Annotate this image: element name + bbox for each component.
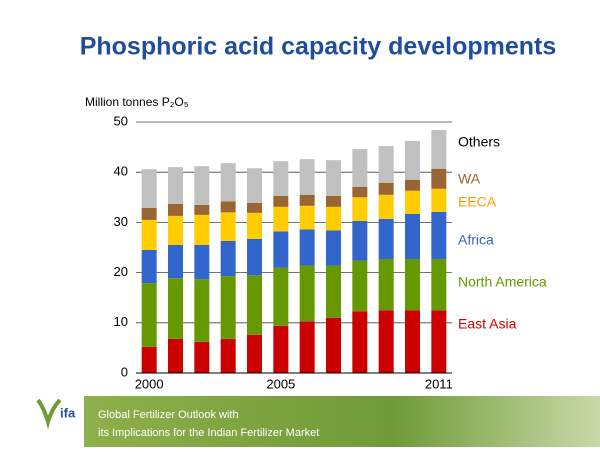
bar-segment [168,203,183,216]
bar-segment [273,161,289,196]
footer-banner [84,396,600,447]
bar-segment [431,168,447,189]
bar-segment [378,218,394,260]
bar-segment [247,334,262,373]
x-tick-label: 2000 [135,376,164,391]
bar-segment [405,259,420,311]
bar-segment [299,205,315,230]
legend-label: Others [458,134,500,150]
bar-segment [352,186,368,198]
bar-segment [273,195,289,207]
bar-segment [431,259,447,311]
footer-line: Global Fertilizer Outlook with [98,409,239,421]
bar-segment [378,146,394,183]
bar-segment [326,206,341,231]
bar-segment [299,321,315,373]
bar-segment [247,238,262,276]
y-tick-label: 30 [114,214,128,229]
logo-text: ifa [60,405,76,420]
bar-segment [431,310,447,373]
bar-segment [141,207,157,220]
bar-segment [405,213,420,260]
logo-mark [36,398,62,430]
bar-segment [431,130,447,169]
bar-segment [352,220,368,261]
bar-segment [299,265,315,322]
y-axis-label: Million tonnes P₂O₅ [85,95,189,109]
bar-segment [273,206,289,232]
bar-segment [220,201,236,213]
footer-line: its Implications for the Indian Fertiliz… [98,427,319,439]
bar-segment [352,311,368,373]
bar-segment [378,182,394,195]
bar-segment [352,149,368,187]
bar-segment [352,260,368,312]
bar-segment [405,310,420,373]
bar-segment [247,212,262,239]
bar-segment [141,219,157,251]
bar-segment [405,141,420,180]
bar-segment [378,194,394,219]
x-tick-label: 2011 [425,376,453,391]
bar-segment [273,267,289,326]
bar-segment [247,202,262,213]
y-tick-label: 0 [121,364,128,379]
bar-segment [194,204,210,215]
bar-segment [273,231,289,268]
bar-segment [194,244,210,280]
chart-title: Phosphoric acid capacity developments [80,33,557,61]
legend-label: WA [458,171,481,187]
bar-segment [194,279,210,342]
bar-segment [326,317,341,373]
bar-segment [378,310,394,373]
bar-segment [220,240,236,277]
y-tick-label: 10 [114,314,128,329]
bar-segment [378,259,394,311]
bar-segment [405,190,420,214]
bar-segment [247,168,262,203]
bar-segment [220,276,236,339]
bar-segment [247,275,262,335]
bar-segment [194,341,210,373]
bar-segment [431,188,447,212]
bar-segment [299,194,315,206]
bar-segment [352,197,368,221]
x-tick-label: 2005 [266,376,295,391]
bar-segment [168,244,183,279]
bar-segment [141,250,157,284]
bar-segment [168,278,183,339]
bar-segment [405,179,420,191]
bar-segment [168,167,183,204]
bar-segment [299,159,315,195]
bar-segment [273,325,289,373]
bar-segment [220,163,236,202]
bar-segment [220,338,236,373]
bar-segment [168,338,183,373]
legend-label: Africa [458,232,494,248]
bar-segment [141,169,157,208]
y-tick-label: 20 [114,264,128,279]
bar-segment [141,346,157,373]
y-tick-label: 50 [114,113,128,128]
bar-segment [194,166,210,205]
bar-segment [326,195,341,207]
bar-segment [194,214,210,245]
bar-segment [220,212,236,241]
bar-segment [168,215,183,245]
legend-label: North America [458,274,547,290]
bar-segment [299,229,315,266]
y-tick-label: 40 [114,164,128,179]
legend-label: EECA [458,194,497,210]
bar-segment [141,283,157,347]
bar-segment [326,160,341,196]
bar-segment [431,211,447,260]
bar-segment [326,230,341,266]
legend-label: East Asia [458,316,517,332]
bar-segment [326,265,341,318]
